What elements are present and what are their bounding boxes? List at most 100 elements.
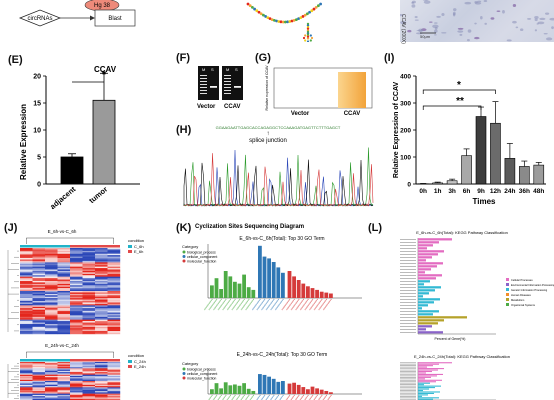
kegg-bar bbox=[418, 392, 434, 394]
heatmap-cell bbox=[70, 282, 83, 285]
rna-nucleotide bbox=[279, 20, 283, 24]
heatmap-cell bbox=[82, 298, 96, 300]
go-bar bbox=[223, 271, 228, 298]
rna-nucleotide bbox=[301, 15, 305, 18]
go-bar bbox=[223, 382, 228, 394]
go-bar bbox=[292, 382, 296, 394]
tissue-nucleus bbox=[549, 17, 554, 21]
panel-label-f: (F) bbox=[176, 52, 191, 64]
go-bar bbox=[301, 387, 306, 394]
go-term-label bbox=[222, 298, 232, 311]
go-bar bbox=[251, 390, 256, 394]
heatmap-cell bbox=[82, 259, 96, 262]
heatmap-cell bbox=[95, 387, 108, 389]
go-term-label bbox=[221, 394, 227, 400]
heatmap-cell bbox=[45, 394, 58, 397]
heatmap-cell bbox=[70, 306, 83, 309]
heatmap-cell bbox=[57, 315, 71, 317]
heatmap-cell bbox=[107, 370, 121, 373]
go-term-label bbox=[213, 298, 222, 311]
heatmap-cell bbox=[107, 295, 121, 297]
go-term-label bbox=[270, 298, 280, 311]
heatmap-cell bbox=[45, 381, 58, 383]
heatmap-cell bbox=[57, 273, 71, 276]
heatmap-cell bbox=[45, 373, 58, 375]
heatmap-cell bbox=[70, 391, 83, 393]
heatmap-cell bbox=[45, 280, 58, 283]
rna-nucleotide bbox=[310, 9, 314, 13]
heatmap-cell bbox=[107, 381, 121, 383]
heatmap-cell bbox=[20, 329, 33, 332]
heatmap-cell bbox=[57, 262, 71, 264]
heatmap-cell bbox=[107, 262, 121, 264]
heatmap-cell bbox=[20, 249, 33, 252]
rna-nucleotide bbox=[309, 39, 312, 42]
heatmap-cell bbox=[95, 308, 108, 310]
go-bar bbox=[296, 280, 301, 298]
heatmap-cell bbox=[82, 268, 96, 270]
heatmap-cell bbox=[82, 309, 96, 312]
go-bar bbox=[324, 390, 329, 394]
rna-nucleotide bbox=[306, 33, 310, 36]
heatmap-cell bbox=[57, 319, 71, 322]
heatmap-cell bbox=[57, 248, 71, 250]
heatmap-condition-cell bbox=[32, 245, 45, 248]
heatmap-cell bbox=[45, 253, 58, 256]
heatmap-cell bbox=[95, 299, 108, 302]
heatmap-cell bbox=[57, 321, 71, 323]
kegg-bar bbox=[418, 391, 440, 393]
heatmap-cell bbox=[107, 316, 121, 319]
heatmap-cell bbox=[70, 397, 83, 399]
go-top-title: E_6h-vs-C_6h(Total): Top 30 GO Term bbox=[239, 236, 324, 242]
panel-e-xtick-label: tumor bbox=[87, 185, 109, 206]
go-term-label bbox=[217, 298, 227, 311]
heatmap-cell bbox=[45, 292, 58, 295]
tissue-nucleus bbox=[539, 17, 546, 21]
heatmap-cell bbox=[70, 378, 83, 380]
heatmap-cell bbox=[57, 250, 71, 253]
heatmap-cell bbox=[70, 299, 83, 302]
heatmap-cell bbox=[70, 386, 83, 388]
heatmap-cell bbox=[70, 387, 83, 389]
go-term-label bbox=[244, 394, 250, 400]
go-bar bbox=[246, 388, 251, 394]
heatmap-cell bbox=[32, 301, 46, 303]
heatmap-cell bbox=[32, 382, 46, 384]
heatmap-cell bbox=[45, 322, 58, 325]
heatmap-cell bbox=[45, 312, 58, 315]
splice-arrow: ↑ bbox=[267, 131, 270, 137]
heatmap-cell bbox=[107, 364, 121, 366]
kegg-bar bbox=[418, 373, 443, 375]
heatmap-cell bbox=[32, 370, 46, 373]
kegg-bar bbox=[418, 280, 430, 283]
heatmap-cell bbox=[95, 328, 108, 330]
heatmap-cell bbox=[45, 252, 58, 254]
heatmap-cell bbox=[107, 273, 121, 276]
kegg-bottom-title: E_24h-vs-C_24h(Total): KEGG Pathway Clas… bbox=[414, 354, 510, 359]
rna-nucleotide bbox=[251, 6, 254, 9]
go-bar bbox=[324, 292, 329, 298]
kegg-legend-label: Environmental Information Processing bbox=[511, 283, 554, 287]
heatmap-cell bbox=[57, 260, 71, 263]
gel-ladder-band bbox=[200, 75, 207, 76]
gel-sample-band bbox=[234, 86, 241, 88]
heatmap-cell bbox=[45, 309, 58, 312]
go-legend-bp-2: biological_process bbox=[187, 368, 216, 372]
gel-ladder-band bbox=[224, 93, 231, 94]
rna-nucleotide bbox=[299, 16, 303, 20]
heatmap-cell bbox=[57, 316, 71, 319]
heatmap-cell bbox=[57, 397, 71, 399]
heatmap-cell bbox=[20, 381, 33, 383]
heatmap-cell bbox=[20, 278, 33, 280]
heatmap-cell bbox=[95, 322, 108, 325]
rna-structure bbox=[240, 0, 330, 43]
heatmap-cell bbox=[20, 312, 33, 315]
go-term-label bbox=[299, 298, 309, 311]
heatmap-cell bbox=[70, 382, 83, 384]
heatmap-cell bbox=[95, 292, 108, 295]
gel-ladder-band bbox=[200, 78, 207, 79]
rna-nucleotide bbox=[304, 34, 307, 37]
heatmap-cell bbox=[70, 278, 83, 280]
heatmap-cell bbox=[70, 272, 83, 274]
